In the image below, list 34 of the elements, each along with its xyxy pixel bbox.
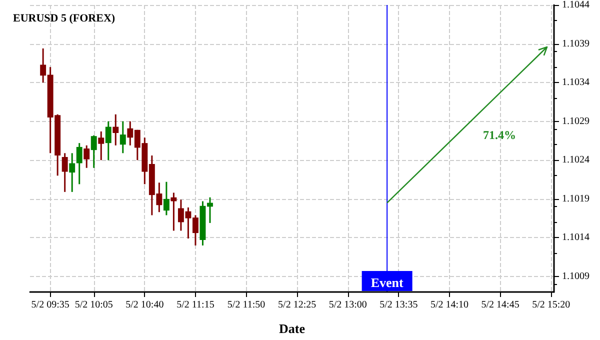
candlestick <box>69 152 76 193</box>
x-tick-label: 5/2 14:10 <box>430 300 469 310</box>
x-tick-label: 5/2 10:05 <box>74 300 113 310</box>
y-tick-label: 1.1014 <box>562 232 590 244</box>
y-tick-label: 1.1009 <box>562 270 590 282</box>
y-tick-label: 1.1024 <box>562 154 590 166</box>
y-tick-label: 1.1034 <box>562 77 590 88</box>
x-axis-title: Date <box>279 321 306 336</box>
candlestick <box>163 181 170 216</box>
x-tick-label: 5/2 09:35 <box>31 300 70 310</box>
candlestick <box>76 142 82 185</box>
x-tick-label: 5/2 12:25 <box>278 300 316 310</box>
candlestick <box>98 130 104 161</box>
text: EURUSD 5 (FOREX) <box>13 12 116 24</box>
candlestick <box>84 144 90 169</box>
candlestick <box>120 120 126 154</box>
annotation: 71.4% <box>483 128 516 142</box>
candlestick <box>112 114 119 146</box>
x-tick-label: 5/2 13:35 <box>380 300 418 310</box>
y-tick-label: 1.1019 <box>562 193 590 204</box>
ref-line-label: Event <box>370 275 404 290</box>
candlestick <box>62 152 68 193</box>
x-tick-label: 5/2 13:00 <box>328 300 367 310</box>
x-tick-label: 5/2 10:40 <box>126 300 164 310</box>
x-tick-label: 5/2 11:50 <box>227 300 266 310</box>
y-tick-label: 1.1029 <box>562 116 590 127</box>
candlestick <box>105 120 112 161</box>
y-tick-label: 1.1039 <box>562 38 590 50</box>
x-tick-label: 5/2 15:20 <box>532 300 570 310</box>
candlestick <box>90 134 97 169</box>
x-tick-label: 5/2 11:15 <box>176 300 214 310</box>
y-tick-label: 1.1044 <box>562 0 590 10</box>
candlestick <box>170 192 177 232</box>
x-tick-label: 5/2 14:45 <box>481 300 520 310</box>
